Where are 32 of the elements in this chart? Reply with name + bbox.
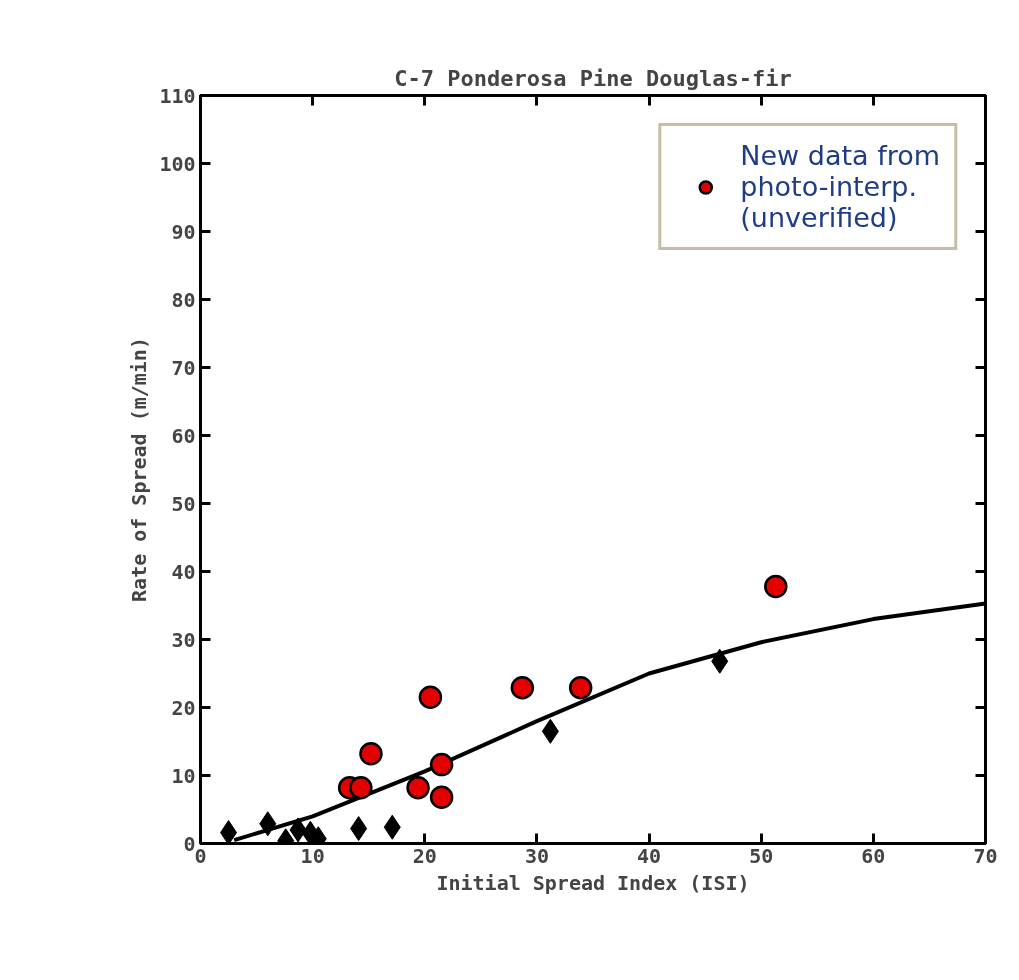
point	[220, 820, 238, 844]
y-axis-title: Rate of Spread (m/min)	[127, 337, 152, 602]
point	[510, 676, 535, 700]
x-tick-label: 50	[749, 843, 774, 868]
y-tick-label: 20	[171, 695, 196, 720]
point	[764, 574, 788, 599]
y-tick-label: 110	[159, 83, 196, 108]
x-tick-label: 10	[300, 843, 325, 868]
point	[349, 776, 373, 800]
y-tick-label: 100	[159, 151, 196, 176]
y-tick-label: 40	[171, 559, 196, 584]
point	[429, 752, 454, 777]
point	[359, 742, 383, 766]
x-tick-label: 40	[637, 843, 662, 868]
y-tick-label: 60	[171, 423, 196, 448]
legend-label: New data from photo-interp. (unverified)	[740, 140, 940, 233]
x-axis-title: Initial Spread Index (ISI)	[436, 870, 750, 895]
y-tick-label: 50	[171, 491, 196, 516]
x-tick-label: 30	[524, 843, 549, 868]
y-tick-label: 10	[171, 763, 196, 788]
point	[429, 785, 454, 809]
y-tick-label: 70	[171, 355, 196, 380]
x-tick-label: 70	[973, 843, 998, 868]
x-tick-label: 20	[412, 843, 437, 868]
point	[418, 685, 443, 710]
point	[406, 776, 430, 800]
y-tick-label: 30	[171, 627, 196, 652]
chart-title: C-7 Ponderosa Pine Douglas-fir	[394, 65, 792, 91]
point	[568, 676, 593, 700]
y-tick-label: 90	[171, 219, 196, 244]
x-tick-label: 60	[861, 843, 886, 868]
y-tick-label: 80	[171, 287, 196, 312]
